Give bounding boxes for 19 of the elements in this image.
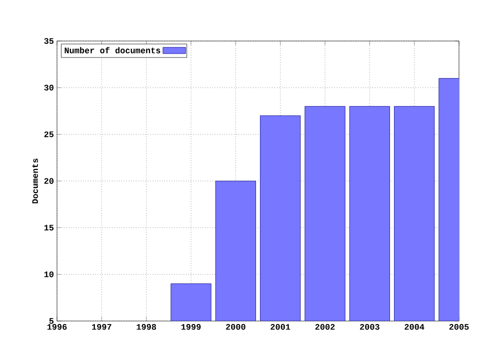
x-tick-label: 2003 — [360, 324, 380, 330]
x-tick-label: 1997 — [92, 324, 112, 330]
x-tick-label: 2001 — [270, 324, 290, 330]
y-tick-label: 30 — [44, 84, 54, 91]
x-tick-label: 1998 — [136, 324, 156, 330]
legend-label: Number of documents — [64, 46, 160, 54]
y-axis-title: Documents — [32, 158, 38, 204]
y-tick-label: 20 — [44, 178, 54, 184]
y-tick-label: 15 — [44, 224, 54, 230]
x-tick-label: 2000 — [226, 324, 246, 330]
x-tick-label: 2005 — [449, 324, 469, 330]
x-tick-label: 2002 — [315, 324, 335, 330]
x-tick-label: 2004 — [404, 324, 424, 330]
y-tick-label: 10 — [44, 271, 54, 278]
y-tick-label: 25 — [44, 131, 54, 138]
x-tick-label: 1999 — [181, 324, 201, 330]
x-tick-label: 1996 — [47, 324, 67, 330]
y-tick-label: 35 — [44, 38, 54, 44]
y-tick-label: 5 — [49, 318, 54, 324]
